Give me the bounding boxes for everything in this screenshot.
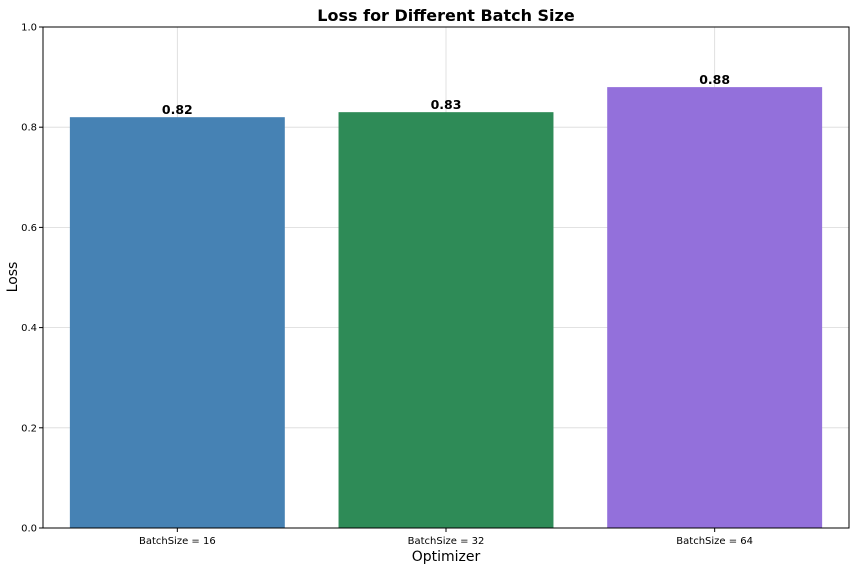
y-axis-label: Loss bbox=[5, 262, 21, 293]
chart-title: Loss for Different Batch Size bbox=[317, 6, 575, 25]
x-tick-label: BatchSize = 32 bbox=[408, 536, 485, 547]
bar-value-label: 0.82 bbox=[162, 102, 193, 117]
bar bbox=[69, 117, 285, 529]
y-tick-label: 1.0 bbox=[21, 23, 37, 34]
bars-layer bbox=[69, 87, 823, 529]
x-axis-label: Optimizer bbox=[412, 549, 481, 565]
y-tick-label: 0.8 bbox=[21, 123, 37, 134]
x-axis-ticks: BatchSize = 16 BatchSize = 32 BatchSize = … bbox=[139, 528, 753, 547]
y-tick-label: 0.2 bbox=[21, 423, 37, 434]
x-tick-label: BatchSize = 64 bbox=[676, 536, 753, 547]
y-tick-label: 0.0 bbox=[21, 524, 37, 535]
bar-value-label: 0.83 bbox=[431, 97, 462, 112]
bar bbox=[607, 87, 823, 529]
x-tick-label: BatchSize = 16 bbox=[139, 536, 216, 547]
bar-value-label: 0.88 bbox=[699, 72, 730, 87]
value-labels-layer: 0.82 0.83 0.88 bbox=[162, 72, 730, 117]
y-tick-label: 0.6 bbox=[21, 223, 37, 234]
y-tick-label: 0.4 bbox=[21, 323, 37, 334]
y-axis-ticks: 0.0 0.2 0.4 0.6 0.8 1.0 bbox=[21, 23, 43, 535]
bar bbox=[338, 112, 554, 529]
